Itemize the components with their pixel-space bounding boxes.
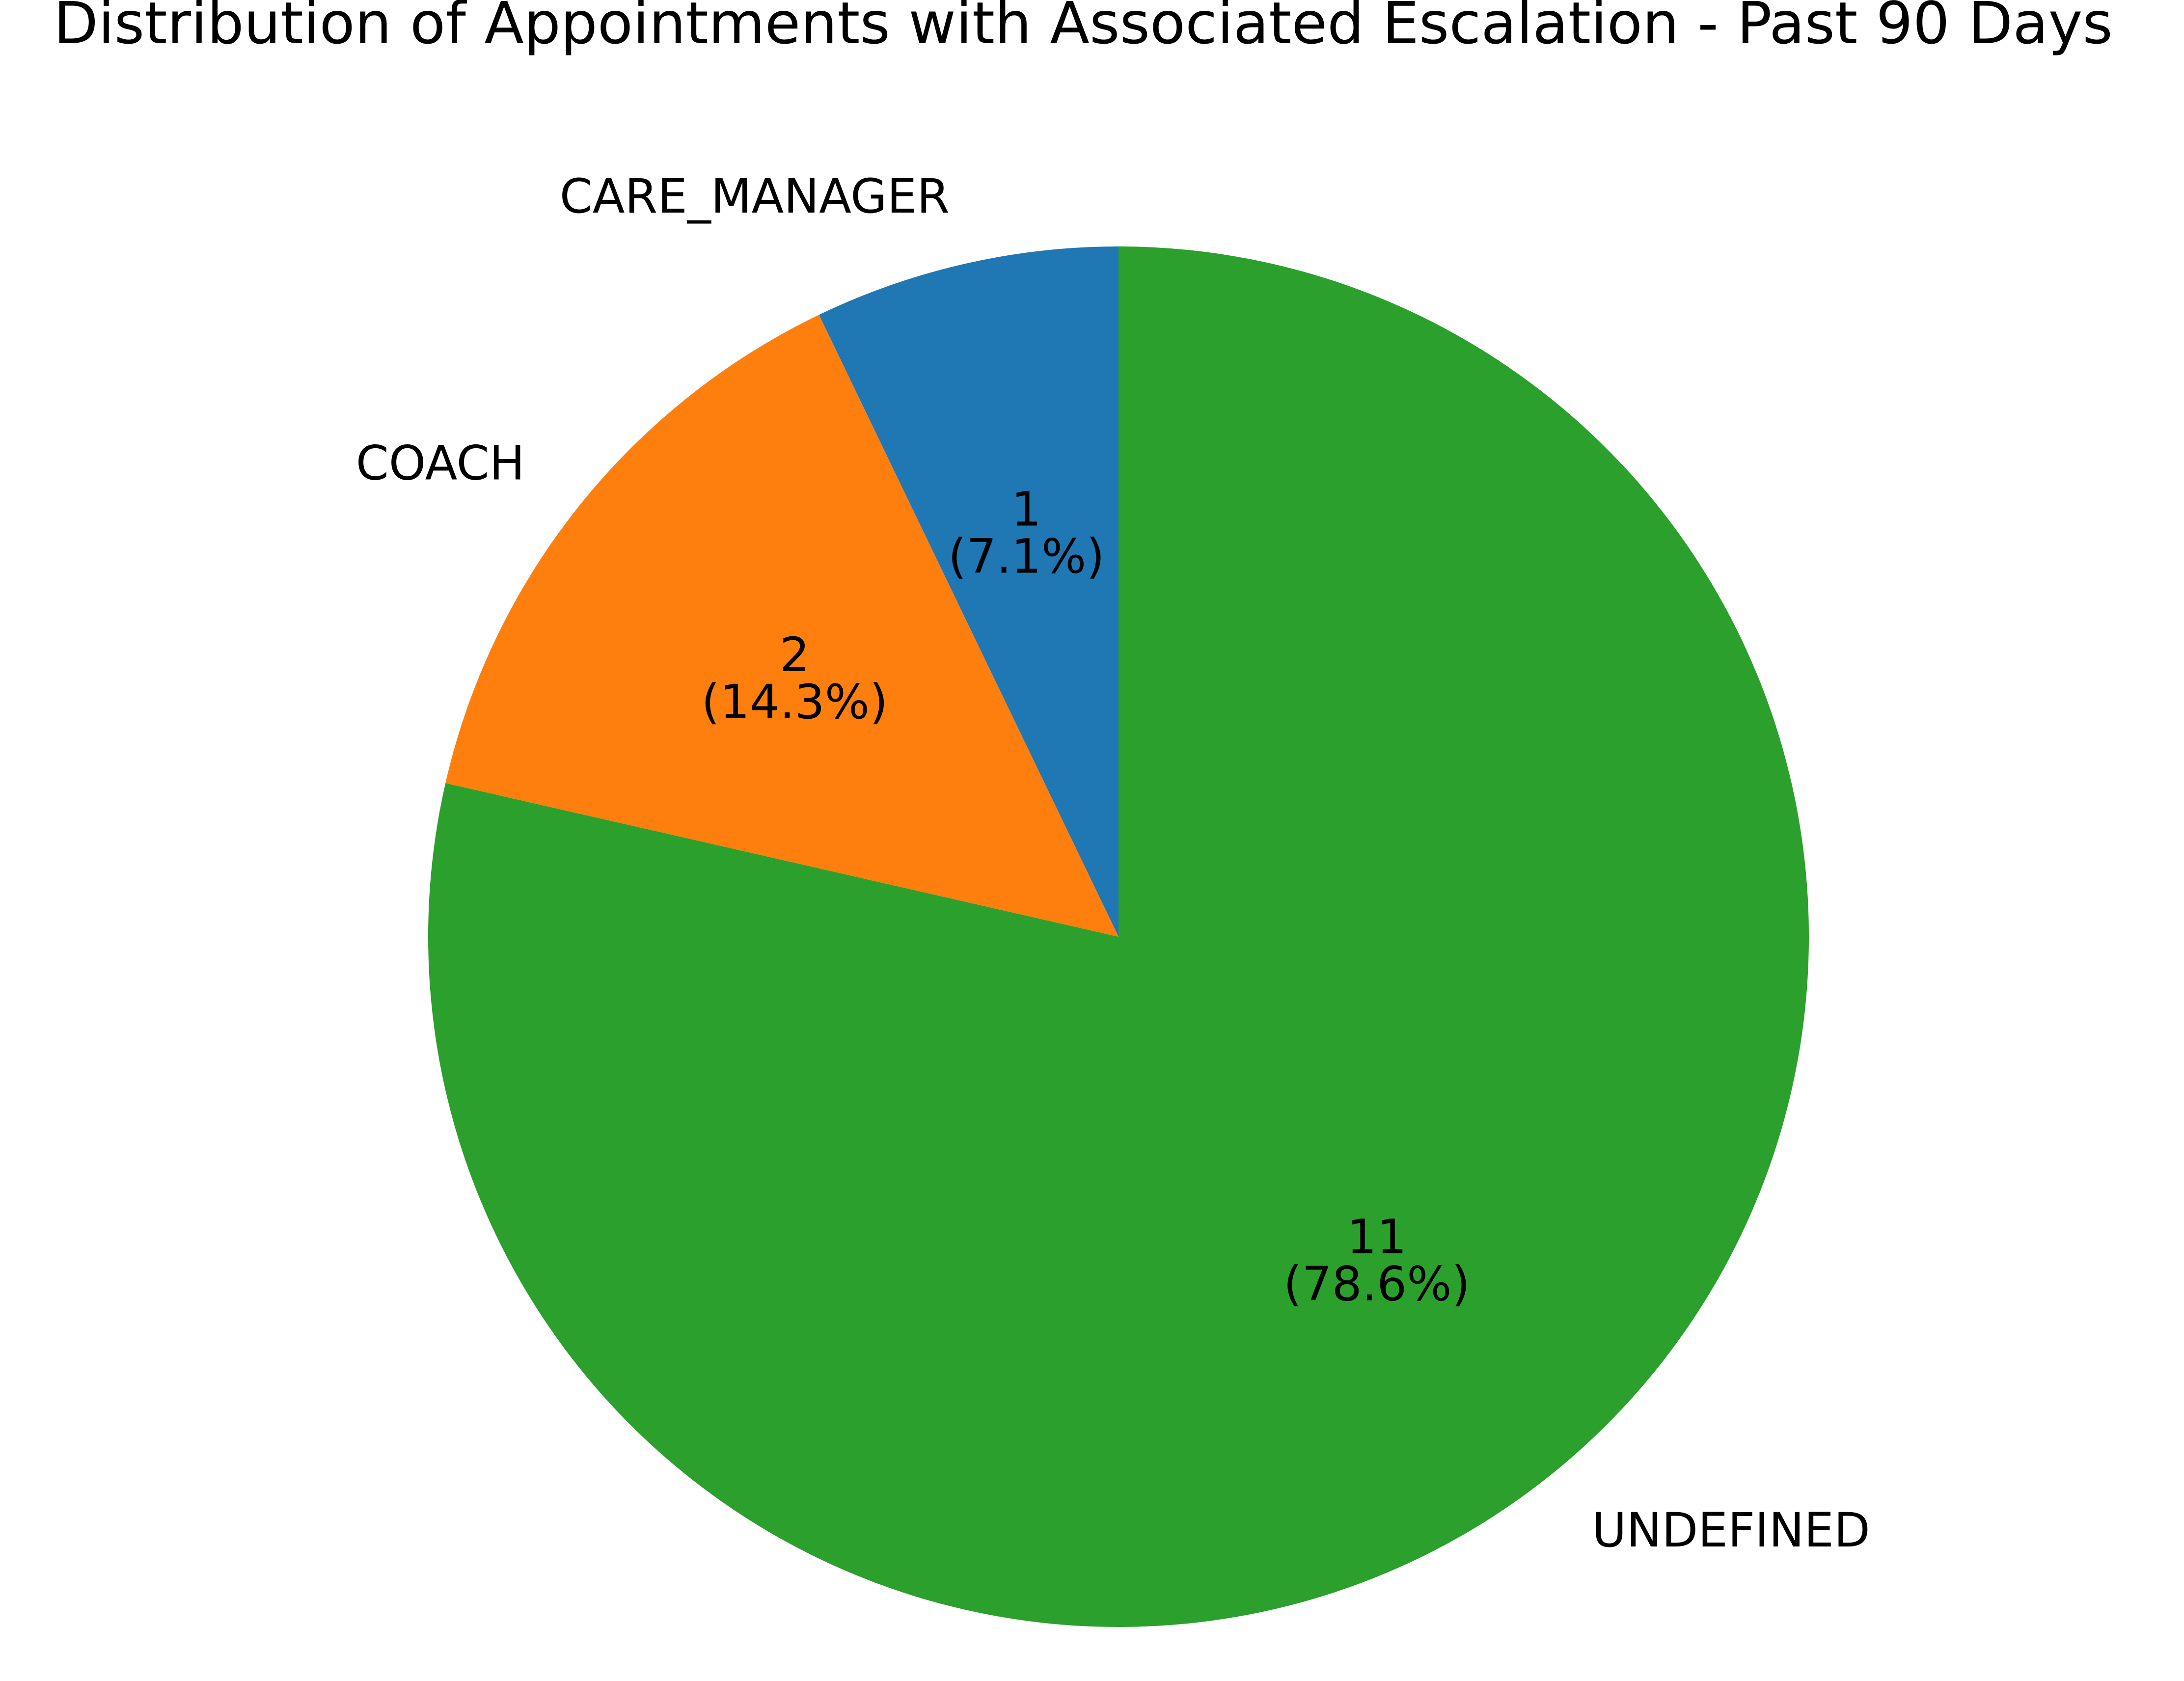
slice-label-coach: COACH <box>356 436 525 491</box>
chart-title: Distribution of Appointments with Associ… <box>54 0 2113 57</box>
pie-slice-coach <box>445 315 1119 937</box>
slice-label-care-manager: CARE_MANAGER <box>560 169 950 224</box>
pie-slice-care-manager <box>819 246 1119 937</box>
slice-percent-coach: (14.3%) <box>702 675 888 730</box>
pie-labels: CARE_MANAGER 1(7.1%) COACH 2(14.3%) UNDEFINE… <box>356 169 1870 1558</box>
slice-value-undefined: 11 <box>1347 1210 1407 1265</box>
pie-slice-undefined <box>428 246 1809 1627</box>
slice-value-coach: 2 <box>780 627 810 682</box>
slice-label-undefined: UNDEFINED <box>1592 1503 1870 1558</box>
pie-slices <box>428 246 1809 1627</box>
slice-percent-care-manager: (7.1%) <box>948 529 1105 584</box>
slice-value-care-manager: 1 <box>1011 482 1041 537</box>
slice-percent-undefined: (78.6%) <box>1283 1257 1470 1312</box>
